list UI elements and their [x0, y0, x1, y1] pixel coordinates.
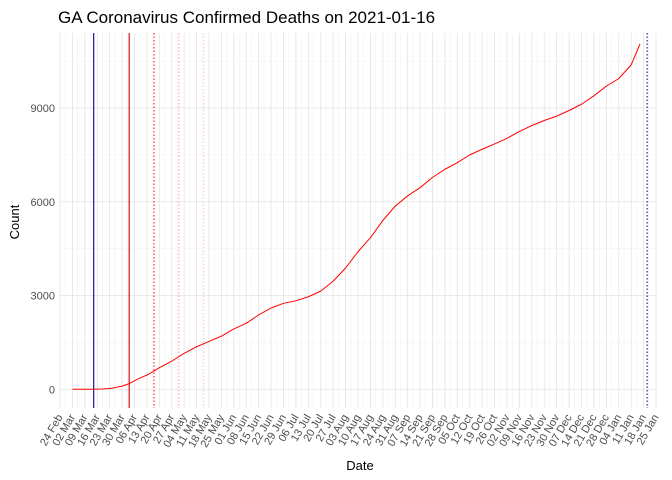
y-tick-label: 9000 — [31, 103, 55, 115]
x-axis-title: Date — [346, 458, 373, 473]
reference-lines — [93, 33, 648, 408]
y-axis-ticks: 0 3000 6000 9000 — [31, 103, 55, 396]
grid-lines — [59, 33, 657, 408]
data-series — [72, 43, 641, 390]
chart-title: GA Coronavirus Confirmed Deaths on 2021-… — [58, 8, 435, 27]
y-tick-label: 0 — [49, 384, 55, 396]
series-line — [72, 43, 641, 390]
y-axis-title: Count — [7, 204, 22, 239]
y-tick-label: 3000 — [31, 291, 55, 303]
y-tick-label: 6000 — [31, 197, 55, 209]
